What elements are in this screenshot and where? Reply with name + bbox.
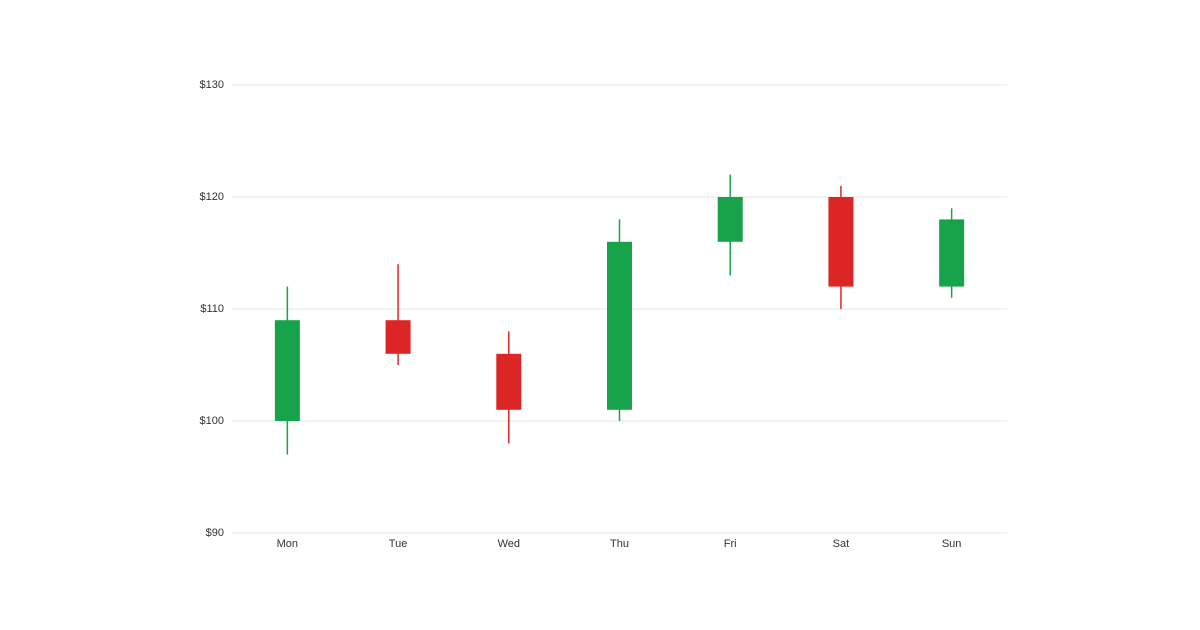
y-tick-label: $120 xyxy=(200,191,224,203)
x-tick-label: Thu xyxy=(610,538,629,550)
y-tick-label: $90 xyxy=(206,527,224,539)
candle-body xyxy=(939,219,965,287)
y-tick-label: $130 xyxy=(200,79,224,91)
x-tick-label: Sun xyxy=(942,538,962,550)
y-tick-label: $110 xyxy=(200,303,224,315)
x-tick-label: Sat xyxy=(833,538,850,550)
candle-body xyxy=(274,320,300,421)
candle-body xyxy=(496,353,522,410)
x-tick-label: Tue xyxy=(389,538,408,550)
y-tick-label: $100 xyxy=(200,415,224,427)
x-tick-label: Wed xyxy=(498,538,520,550)
x-tick-label: Mon xyxy=(277,538,298,550)
x-tick-label: Fri xyxy=(724,538,737,550)
candle-body xyxy=(717,197,743,242)
candle-body xyxy=(607,241,632,410)
candle-body xyxy=(828,197,854,287)
candle-body xyxy=(385,320,411,354)
